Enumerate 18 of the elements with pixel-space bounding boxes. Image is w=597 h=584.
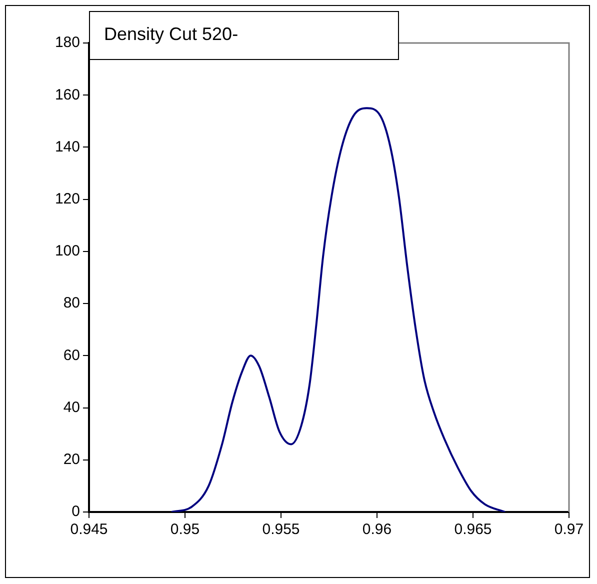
x-tick-label: 0.965 xyxy=(454,521,492,538)
y-tick-label: 100 xyxy=(54,242,80,260)
y-tick-label: 60 xyxy=(63,346,80,364)
x-tick-label: 0.945 xyxy=(70,521,108,538)
y-tick-label: 160 xyxy=(54,86,80,104)
x-tick-label: 0.96 xyxy=(362,521,392,538)
y-tick-label: 120 xyxy=(54,190,80,208)
x-tick-label: 0.955 xyxy=(262,521,300,538)
line-series xyxy=(170,107,506,512)
y-tick-label: 20 xyxy=(63,451,80,468)
y-tick-label: 140 xyxy=(54,138,80,156)
x-tick-label: 0.97 xyxy=(554,521,584,538)
y-tick-label: 0 xyxy=(72,503,80,520)
chart-title: Density Cut 520- xyxy=(104,24,238,45)
y-tick-label: 80 xyxy=(63,294,80,312)
y-tick-label: 40 xyxy=(63,398,80,416)
y-tick-label: 180 xyxy=(54,34,80,52)
x-tick-label: 0.95 xyxy=(170,521,200,538)
